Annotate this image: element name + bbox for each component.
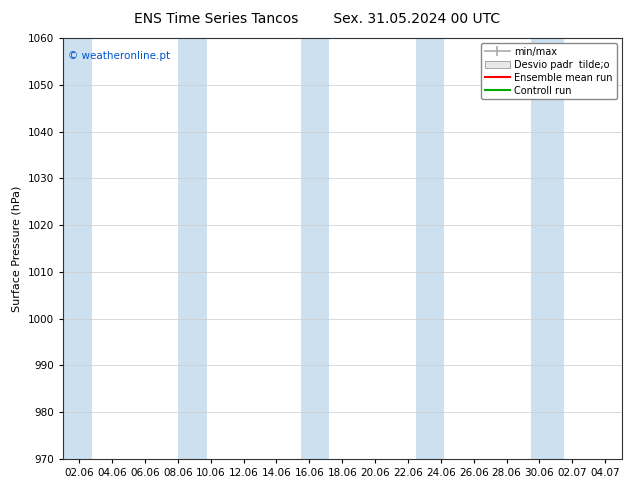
Legend: min/max, Desvio padr  tilde;o, Ensemble mean run, Controll run: min/max, Desvio padr tilde;o, Ensemble m… [481,43,617,99]
Text: © weatheronline.pt: © weatheronline.pt [68,50,171,61]
Bar [416,38,444,459]
Text: ENS Time Series Tancos        Sex. 31.05.2024 00 UTC: ENS Time Series Tancos Sex. 31.05.2024 0… [134,12,500,26]
Bar [178,38,207,459]
Y-axis label: Surface Pressure (hPa): Surface Pressure (hPa) [12,185,22,312]
Bar [301,38,329,459]
Bar [531,38,564,459]
Bar [55,38,93,459]
